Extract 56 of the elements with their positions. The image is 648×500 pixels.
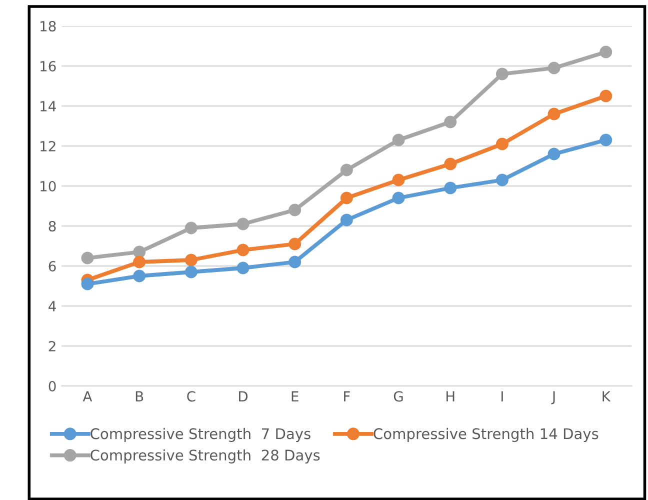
point [340,164,353,176]
point [340,192,353,204]
point [184,222,198,234]
point [392,174,405,186]
point [444,158,457,170]
point [548,62,560,74]
point [236,262,250,274]
point [184,266,198,278]
y-tick-label: 2 [48,340,56,352]
x-tick-label: I [502,391,503,402]
point [81,278,94,290]
point [236,218,250,230]
x-tick-label: B [136,391,144,402]
point [392,134,405,146]
point [600,46,612,58]
point [444,116,457,128]
y-tick-label: 18 [40,20,56,32]
point [236,244,250,256]
point [133,270,146,282]
x-tick-label: E [292,391,298,402]
y-tick-label: 10 [40,180,56,192]
x-tick-label: A [82,391,92,402]
point [392,192,405,204]
x-tick-label: F [344,391,350,402]
legend-label: Compressive Strength 28 Days [90,449,320,464]
point [548,108,560,120]
point [288,238,302,250]
x-tick-label: C [187,391,196,402]
legend-label: Compressive Strength 14 Days [374,428,598,442]
y-tick-label: 4 [48,301,56,312]
x-tick-label: D [239,391,248,402]
y-tick-label: 14 [40,101,56,112]
point [340,214,353,226]
y-tick-label: 16 [40,60,56,72]
point [81,252,94,264]
point [496,174,508,186]
point [496,68,508,80]
legend-label: Compressive Strength 7 Days [90,428,310,442]
x-tick-label: H [446,391,454,402]
y-tick-label: 6 [48,260,56,272]
point [600,134,612,146]
y-tick-label: 0 [48,380,56,392]
point [184,254,198,266]
x-tick-label: G [394,391,403,402]
point [288,256,302,268]
x-tick-label: J [551,391,555,404]
y-tick-label: 12 [40,140,56,152]
point [133,246,146,258]
y-tick-label: 8 [48,220,56,232]
point [133,256,146,268]
point [548,148,560,160]
point [288,204,302,216]
point [496,138,508,150]
x-tick-label: K [602,391,611,402]
point [600,90,612,102]
point [444,182,457,194]
